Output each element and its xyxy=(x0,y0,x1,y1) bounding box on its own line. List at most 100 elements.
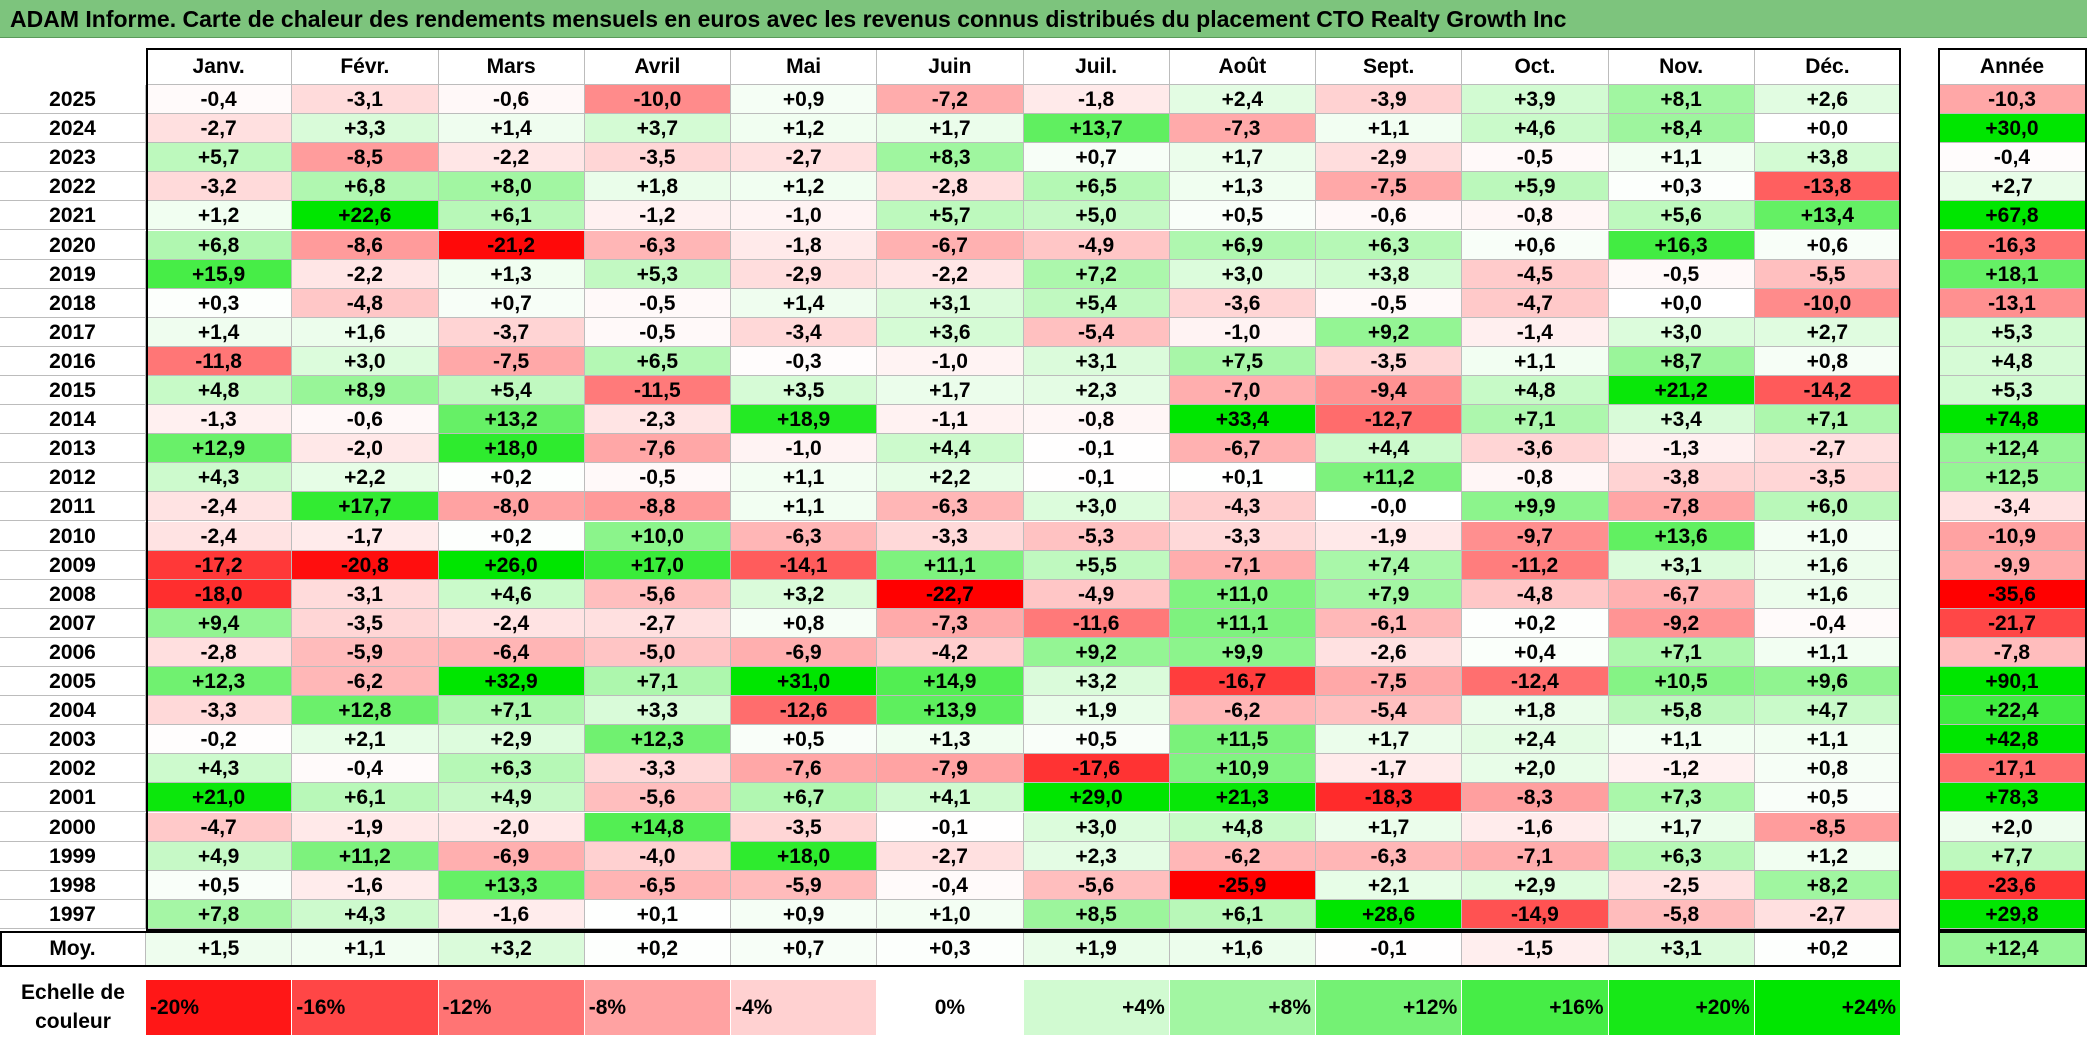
month-value-cell: -0,2 xyxy=(146,725,293,755)
month-value-cell: +21,3 xyxy=(1169,783,1316,813)
month-value-cell: -7,6 xyxy=(731,754,878,784)
month-value-cell: -3,2 xyxy=(146,172,293,202)
month-value-cell: -3,9 xyxy=(1316,85,1463,115)
month-value-cell: -12,4 xyxy=(1462,667,1609,697)
month-value-cell: -21,2 xyxy=(438,230,585,260)
month-value-cell: +1,7 xyxy=(877,376,1024,406)
month-value-cell: -3,5 xyxy=(1754,463,1901,493)
month-value-cell: +4,8 xyxy=(1169,812,1316,842)
month-value-cell: -0,4 xyxy=(146,85,293,115)
year-label: 1998 xyxy=(0,870,146,900)
month-value-cell: -14,9 xyxy=(1462,899,1609,929)
month-value-cell: +11,1 xyxy=(877,550,1024,580)
month-value-cell: -3,3 xyxy=(584,754,731,784)
month-header: Mars xyxy=(438,48,585,85)
month-header: Sept. xyxy=(1316,48,1463,85)
month-value-cell: -2,7 xyxy=(1754,434,1901,464)
month-value-cell: +1,8 xyxy=(1462,696,1609,726)
month-value-cell: +11,0 xyxy=(1169,579,1316,609)
month-value-cell: +0,6 xyxy=(1754,230,1901,260)
month-value-cell: +33,4 xyxy=(1169,405,1316,435)
month-value-cell: -1,7 xyxy=(292,521,439,551)
month-value-cell: -0,1 xyxy=(1023,463,1170,493)
month-value-cell: +11,2 xyxy=(1316,463,1463,493)
month-value-cell: +1,1 xyxy=(1754,725,1901,755)
month-value-cell: +6,9 xyxy=(1169,230,1316,260)
average-value-cell: +0,2 xyxy=(1754,930,1901,967)
year-label: 2015 xyxy=(0,376,146,406)
month-value-cell: -1,0 xyxy=(1169,317,1316,347)
month-value-cell: -3,1 xyxy=(292,85,439,115)
month-value-cell: +2,2 xyxy=(292,463,439,493)
year-label: 2008 xyxy=(0,579,146,609)
color-scale-step: +4% xyxy=(1023,980,1170,1035)
year-label: 2009 xyxy=(0,550,146,580)
month-value-cell: -0,6 xyxy=(292,405,439,435)
month-value-cell: +3,3 xyxy=(292,114,439,144)
year-label: 2020 xyxy=(0,230,146,260)
average-value-cell: +0,7 xyxy=(731,930,878,967)
annual-value-cell: +4,8 xyxy=(1938,346,2087,376)
annual-value-cell: +30,0 xyxy=(1938,114,2087,144)
month-value-cell: +6,1 xyxy=(438,201,585,231)
month-value-cell: -16,7 xyxy=(1169,667,1316,697)
month-value-cell: +21,2 xyxy=(1608,376,1755,406)
month-value-cell: -3,6 xyxy=(1169,288,1316,318)
color-scale-step: -8% xyxy=(584,980,731,1035)
month-value-cell: +13,9 xyxy=(877,696,1024,726)
month-value-cell: -5,8 xyxy=(1608,899,1755,929)
month-value-cell: +6,0 xyxy=(1754,492,1901,522)
month-value-cell: -0,1 xyxy=(877,812,1024,842)
year-label: 2001 xyxy=(0,783,146,813)
month-value-cell: -4,8 xyxy=(1462,579,1609,609)
color-scale-step: -12% xyxy=(438,980,585,1035)
month-value-cell: -12,7 xyxy=(1316,405,1463,435)
month-value-cell: +1,2 xyxy=(1754,841,1901,871)
month-value-cell: +2,4 xyxy=(1462,725,1609,755)
month-value-cell: -7,3 xyxy=(877,608,1024,638)
month-value-cell: +12,3 xyxy=(146,667,293,697)
month-value-cell: +3,2 xyxy=(1023,667,1170,697)
month-value-cell: -7,1 xyxy=(1169,550,1316,580)
month-header: Janv. xyxy=(146,48,293,85)
month-value-cell: -11,8 xyxy=(146,346,293,376)
month-value-cell: +0,8 xyxy=(731,608,878,638)
month-value-cell: +0,1 xyxy=(1169,463,1316,493)
month-header: Juin xyxy=(877,48,1024,85)
month-value-cell: +1,1 xyxy=(1316,114,1463,144)
annual-value-cell: +67,8 xyxy=(1938,201,2087,231)
month-value-cell: -1,0 xyxy=(731,201,878,231)
report-title: ADAM Informe. Carte de chaleur des rende… xyxy=(0,0,2087,38)
month-value-cell: -7,0 xyxy=(1169,376,1316,406)
year-label: 2014 xyxy=(0,405,146,435)
month-value-cell: -5,0 xyxy=(584,637,731,667)
color-scale-step: +20% xyxy=(1608,980,1755,1035)
year-label: 2004 xyxy=(0,696,146,726)
year-label: 2002 xyxy=(0,754,146,784)
month-value-cell: +0,6 xyxy=(1462,230,1609,260)
month-value-cell: +8,5 xyxy=(1023,899,1170,929)
month-value-cell: -7,1 xyxy=(1462,841,1609,871)
month-value-cell: -0,5 xyxy=(1608,259,1755,289)
month-value-cell: +2,9 xyxy=(438,725,585,755)
month-value-cell: -1,2 xyxy=(1608,754,1755,784)
month-value-cell: +31,0 xyxy=(731,667,878,697)
month-value-cell: +1,9 xyxy=(1023,696,1170,726)
month-value-cell: +3,8 xyxy=(1316,259,1463,289)
month-value-cell: +0,7 xyxy=(1023,143,1170,173)
month-value-cell: -6,2 xyxy=(1169,696,1316,726)
color-scale-step: 0% xyxy=(877,980,1024,1035)
month-value-cell: +3,9 xyxy=(1462,85,1609,115)
month-value-cell: -6,7 xyxy=(1608,579,1755,609)
month-value-cell: +7,1 xyxy=(1462,405,1609,435)
month-value-cell: -0,8 xyxy=(1462,201,1609,231)
month-value-cell: +0,5 xyxy=(731,725,878,755)
month-value-cell: +3,4 xyxy=(1608,405,1755,435)
month-value-cell: +1,1 xyxy=(1608,725,1755,755)
month-value-cell: +1,4 xyxy=(731,288,878,318)
year-label: 2013 xyxy=(0,434,146,464)
month-value-cell: +4,6 xyxy=(438,579,585,609)
month-value-cell: -8,3 xyxy=(1462,783,1609,813)
month-value-cell: +7,1 xyxy=(584,667,731,697)
month-value-cell: +1,4 xyxy=(438,114,585,144)
